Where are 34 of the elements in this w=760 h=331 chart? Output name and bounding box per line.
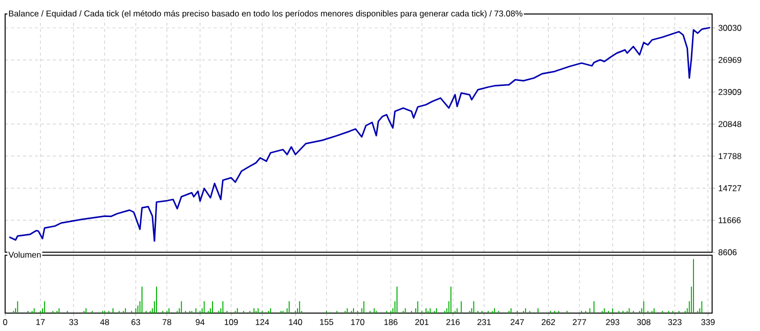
x-tick-label: 78 [162,319,172,326]
line-series [8,26,711,242]
x-tick-label: 231 [477,319,491,326]
x-tick-label: 63 [132,319,140,326]
y-tick-label: 8606 [718,249,737,256]
x-tick-label: 140 [289,319,302,326]
x-tick-label: 293 [606,319,620,326]
x-tick-label: 155 [320,319,334,325]
x-tick-label: 33 [69,319,78,326]
y-tick-label: 30030 [718,24,742,31]
x-tick-label: 94 [196,319,205,326]
x-tick-label: 109 [224,319,238,326]
chart-title: Volumen [8,251,41,258]
x-tick-label: 170 [351,319,364,326]
x-tick-label: 48 [100,319,110,326]
y-tick-label: 23909 [718,88,742,95]
x-tick-label: 0 [3,319,8,326]
y-tick-label: 26969 [718,56,742,63]
x-tick-label: 308 [637,319,650,326]
x-tick-label: 262 [542,319,555,326]
x-tick-label: 216 [446,319,460,326]
x-tick-label: 201 [415,319,429,326]
x-tick-label: 17 [36,319,45,325]
x-tick-label: 277 [572,319,586,325]
x-tick-label: 339 [701,319,715,326]
x-tick-label: 323 [668,319,682,326]
chart-title: Balance / Equidad / Cada tick (el método más preciso basado en todo los períodos menores disponibles para generar cada tick) / 73.08% [9,10,522,18]
y-tick-label: 11666 [718,217,741,224]
y-tick-label: 14727 [718,185,742,192]
x-tick-label: 186 [384,319,398,326]
x-tick-label: 124 [256,319,270,325]
y-tick-label: 20848 [718,121,742,128]
y-tick-label: 17788 [718,153,742,160]
x-tick-label: 247 [510,319,524,325]
